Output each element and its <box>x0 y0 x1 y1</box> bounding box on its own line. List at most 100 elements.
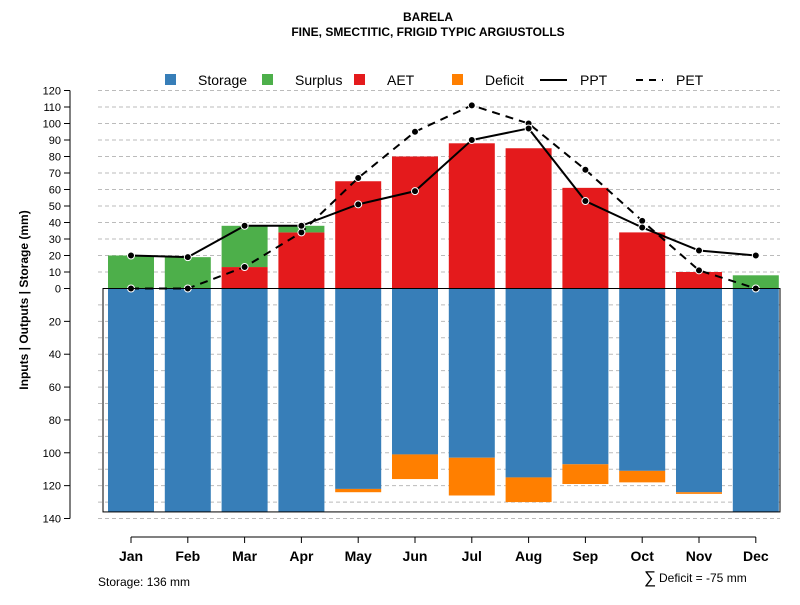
ppt-point <box>638 223 647 232</box>
ppt-line <box>130 127 756 259</box>
legend-swatch-surplus <box>262 74 273 85</box>
legend-label-surplus: Surplus <box>295 72 342 88</box>
ppt-point <box>524 124 533 133</box>
x-tick-label: Nov <box>686 548 713 564</box>
deficit-bar <box>562 464 609 484</box>
y-tick-label: 80 <box>49 152 61 164</box>
x-tick-label: Oct <box>631 548 655 564</box>
y-tick-label: 10 <box>49 267 61 279</box>
ppt-point <box>240 221 249 230</box>
legend-label-pet: PET <box>676 72 704 88</box>
ppt-point <box>695 246 703 255</box>
aet-bar <box>278 232 325 289</box>
pet-point <box>297 228 306 237</box>
x-tick-label: Mar <box>232 548 257 564</box>
y-tick-label: 100 <box>43 448 61 460</box>
deficit-sum-symbol: ∑ <box>644 568 656 587</box>
storage-bar <box>619 288 666 471</box>
deficit-bar <box>619 470 666 483</box>
aet-bar <box>505 148 552 289</box>
storage-bar <box>562 288 609 465</box>
chart-subtitle: FINE, SMECTITIC, FRIGID TYPIC ARGIUSTOLL… <box>291 25 564 39</box>
x-tick-label: Apr <box>289 548 314 564</box>
legend-swatch-aet <box>354 74 365 85</box>
y-tick-label: 40 <box>49 349 61 361</box>
y-tick-label: 50 <box>49 201 61 213</box>
storage-capacity-outline <box>102 288 781 513</box>
y-tick-label: 0 <box>55 284 61 296</box>
pet-point <box>467 101 476 110</box>
deficit-bar <box>392 454 438 480</box>
surplus-bar <box>221 225 268 268</box>
pet-point <box>354 173 363 182</box>
storage-bar <box>676 288 722 493</box>
ppt-point <box>183 253 192 262</box>
deficit-bar <box>505 477 552 503</box>
legend-label-aet: AET <box>387 72 415 88</box>
deficit-bar <box>335 488 382 493</box>
y-tick-label: 60 <box>49 382 61 394</box>
x-tick-label: Jun <box>403 548 428 564</box>
y-tick-label: 60 <box>49 185 61 197</box>
pet-point <box>638 216 647 225</box>
bars <box>108 143 779 512</box>
storage-bar <box>505 288 552 478</box>
storage-bar <box>392 288 438 455</box>
ppt-point <box>581 197 590 206</box>
y-axis-label: Inputs | Outputs | Storage (mm) <box>17 210 31 389</box>
y-tick-label: 40 <box>49 218 61 230</box>
storage-note: Storage: 136 mm <box>98 575 190 589</box>
lines <box>127 101 760 293</box>
legend-label-ppt: PPT <box>580 72 608 88</box>
storage-bar <box>108 288 154 512</box>
legend: Storage Surplus AET Deficit PPT PET <box>165 72 704 88</box>
x-tick-label: Sep <box>573 548 599 564</box>
x-tick-label: Dec <box>743 548 769 564</box>
aet-bar <box>448 143 495 289</box>
surplus-bar <box>108 255 154 289</box>
ppt-point <box>354 200 363 209</box>
deficit-bar <box>676 492 722 494</box>
ppt-point <box>751 251 760 260</box>
x-tick-label: Feb <box>175 548 200 564</box>
x-tick-label: May <box>345 548 372 564</box>
ppt-point <box>467 136 476 144</box>
deficit-bar <box>448 457 495 496</box>
x-tick-label: Jan <box>119 548 143 564</box>
legend-swatch-deficit <box>452 74 463 85</box>
aet-bar <box>619 232 666 289</box>
x-tick-label: Jul <box>462 548 482 564</box>
y-tick-label: 20 <box>49 251 61 263</box>
y-tick-label: 120 <box>43 481 61 493</box>
storage-bar <box>732 288 779 512</box>
y-tick-label: 30 <box>49 234 61 246</box>
surplus-bar <box>164 257 211 289</box>
y-tick-label: 110 <box>43 102 61 114</box>
y-tick-label: 140 <box>43 514 61 526</box>
aet-bar <box>676 272 722 289</box>
legend-label-deficit: Deficit <box>485 72 524 88</box>
pet-point <box>695 266 703 275</box>
y-tick-label: 70 <box>49 168 61 180</box>
y-tick-label: 80 <box>49 415 61 427</box>
ppt-point <box>297 221 306 230</box>
aet-bar <box>335 181 382 289</box>
ppt-point <box>127 251 135 260</box>
ppt-point <box>411 187 419 196</box>
storage-bar <box>221 288 268 512</box>
chart-title: BARELA <box>403 10 453 24</box>
storage-bar <box>164 288 211 512</box>
storage-bar <box>335 288 382 489</box>
pet-line <box>131 104 757 290</box>
y-tick-label: 100 <box>43 119 61 131</box>
deficit-note: Deficit = -75 mm <box>659 571 747 585</box>
storage-bar <box>448 288 495 458</box>
axes: 0 10 20 30 40 50 60 70 80 90 100 110 120 20 40 60 80 100 1… <box>43 86 781 564</box>
pet-point <box>411 127 419 136</box>
x-tick-label: Aug <box>515 548 542 564</box>
pet-point <box>240 263 249 272</box>
y-tick-label: 120 <box>43 86 61 98</box>
legend-swatch-storage <box>165 74 176 85</box>
